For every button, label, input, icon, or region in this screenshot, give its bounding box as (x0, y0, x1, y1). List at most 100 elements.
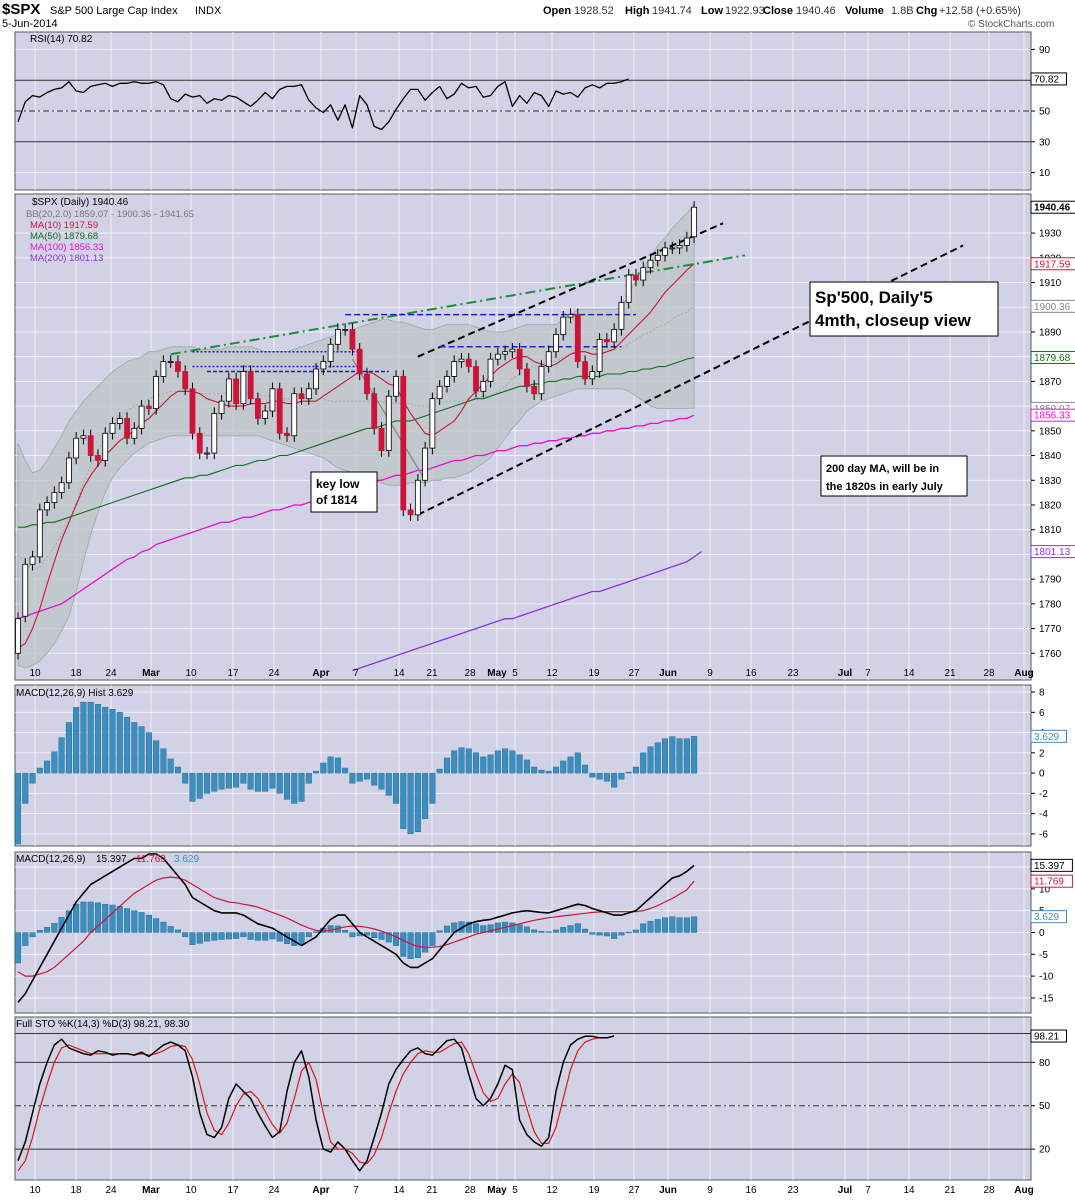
macd-line (17, 853, 695, 1003)
annotation-title-line2: 4mth, closeup view (815, 311, 972, 330)
hist-bar-51 (385, 772, 392, 796)
hist-last-tag-box (1030, 729, 1067, 743)
candle-body-39 (298, 393, 305, 400)
candle-body-86 (640, 267, 647, 281)
macd-hist-bar-74 (552, 929, 559, 933)
macd-hist-bar-6 (58, 917, 65, 933)
price-panel: 1930192019101900189018801870186018501840… (15, 200, 1075, 672)
hist-bar-27 (211, 772, 218, 792)
hist-bar-75 (560, 760, 567, 774)
sto-last-tag: 98.21 (1034, 1032, 1059, 1043)
hist-bar-2 (29, 772, 36, 784)
xtick-0-4: 10 (185, 668, 197, 679)
macd-hist-bar-89 (662, 917, 669, 933)
candle-body-7 (65, 457, 72, 484)
candle-body-82 (611, 329, 618, 343)
xtick-1-25: 28 (983, 1185, 995, 1196)
candle-body-14 (116, 418, 123, 424)
macd-hist-bar-84 (625, 931, 632, 934)
high-label: High (625, 5, 650, 17)
rsi-last-tag-box (1030, 72, 1067, 86)
volume-label: Volume (845, 5, 884, 17)
hist-last-tag: 3.629 (1034, 732, 1059, 743)
macd-title-hist: 3.629 (174, 854, 199, 865)
hist-bar-55 (414, 772, 421, 833)
candle-body-35 (269, 388, 276, 412)
hist-bar-81 (603, 772, 610, 782)
volume-value: 1.8B (891, 5, 914, 17)
xtick-1-11: 28 (464, 1185, 476, 1196)
hist-bar-18 (145, 732, 152, 774)
candle-body-15 (124, 418, 130, 439)
rsi-panel: 907050301070.82 (15, 45, 1067, 179)
xtick-1-23: 14 (903, 1185, 915, 1196)
hist-bar-72 (538, 769, 545, 774)
ytick-price-8: 1850 (1039, 426, 1062, 437)
xtick-1-0: 10 (29, 1185, 41, 1196)
ytick-macd-3: 0 (1039, 928, 1045, 939)
macd-hist-bar-49 (371, 932, 378, 938)
xtick-1-13: 5 (512, 1185, 518, 1196)
annotation-title-box-rect (809, 281, 999, 337)
candle-body-26 (204, 452, 210, 455)
macd-hist-bar-18 (145, 914, 152, 933)
ytick-hist-3: 2 (1039, 748, 1045, 759)
ytick-macd-1: 10 (1039, 884, 1051, 895)
candle-body-12 (102, 432, 109, 461)
panel-frame-sto (14, 1016, 1032, 1181)
xtick-1-3: Mar (142, 1185, 160, 1196)
annotation-ma200-box (820, 455, 968, 497)
candle-body-59 (444, 376, 450, 387)
xtick-0-20: 23 (787, 668, 799, 679)
xtick-0-16: 27 (628, 668, 640, 679)
bollinger-mid (17, 305, 695, 570)
hist-bar-60 (451, 750, 458, 774)
candle-body-66 (494, 353, 501, 360)
xtick-1-22: 7 (865, 1185, 871, 1196)
candle-body-41 (313, 368, 319, 390)
ytick-macd-5: -10 (1039, 972, 1054, 983)
price-tag-2-box (1030, 299, 1075, 313)
candle-body-47 (356, 348, 363, 375)
candle-body-72 (538, 366, 545, 395)
candle-body-74 (553, 334, 559, 353)
macd-hist-bar-11 (94, 902, 101, 933)
xtick-0-25: 28 (983, 668, 995, 679)
macd-hist-bar-93 (691, 916, 698, 933)
hist-bar-25 (196, 772, 203, 799)
candle-body-78 (582, 361, 588, 380)
hist-bar-6 (58, 737, 65, 774)
macd-hist-bar-69 (516, 924, 523, 933)
macd-hist-bar-8 (73, 903, 80, 933)
candle-body-92 (683, 237, 690, 246)
macd-hist-bar-71 (531, 929, 538, 933)
macd-hist-bar-40 (305, 932, 312, 938)
price-tag-5-box (1030, 408, 1075, 422)
macd-tag-2-box (1030, 910, 1067, 924)
hist-bar-73 (545, 770, 552, 774)
ytick-price-4: 1890 (1039, 327, 1062, 338)
hist-bar-17 (138, 726, 145, 774)
hist-bar-57 (429, 772, 436, 804)
panels (14, 31, 1032, 1181)
ytick-sto-1: 50 (1039, 1101, 1051, 1112)
ytick-price-9: 1840 (1039, 451, 1062, 462)
hist-bar-76 (567, 756, 574, 774)
ytick-price-15: 1780 (1039, 599, 1062, 610)
macd-hist-bar-21 (167, 926, 174, 933)
price-tag-3-box (1030, 350, 1075, 364)
macd-hist-bar-26 (204, 932, 211, 942)
xtick-1-9: 14 (393, 1185, 405, 1196)
hist-bar-87 (647, 746, 654, 774)
hist-bar-16 (131, 722, 138, 774)
macd-hist-bar-16 (131, 910, 138, 933)
candle-body-69 (516, 348, 523, 370)
macd-hist-bar-48 (363, 932, 370, 936)
xtick-0-21: Jul (838, 668, 853, 679)
chg-label: Chg (916, 5, 937, 17)
xtick-1-14: 12 (546, 1185, 558, 1196)
open-label: Open (543, 5, 571, 17)
hist-bar-11 (94, 704, 101, 774)
macd-title-label: MACD(12,26,9) (16, 854, 85, 865)
hist-bar-26 (204, 772, 211, 794)
